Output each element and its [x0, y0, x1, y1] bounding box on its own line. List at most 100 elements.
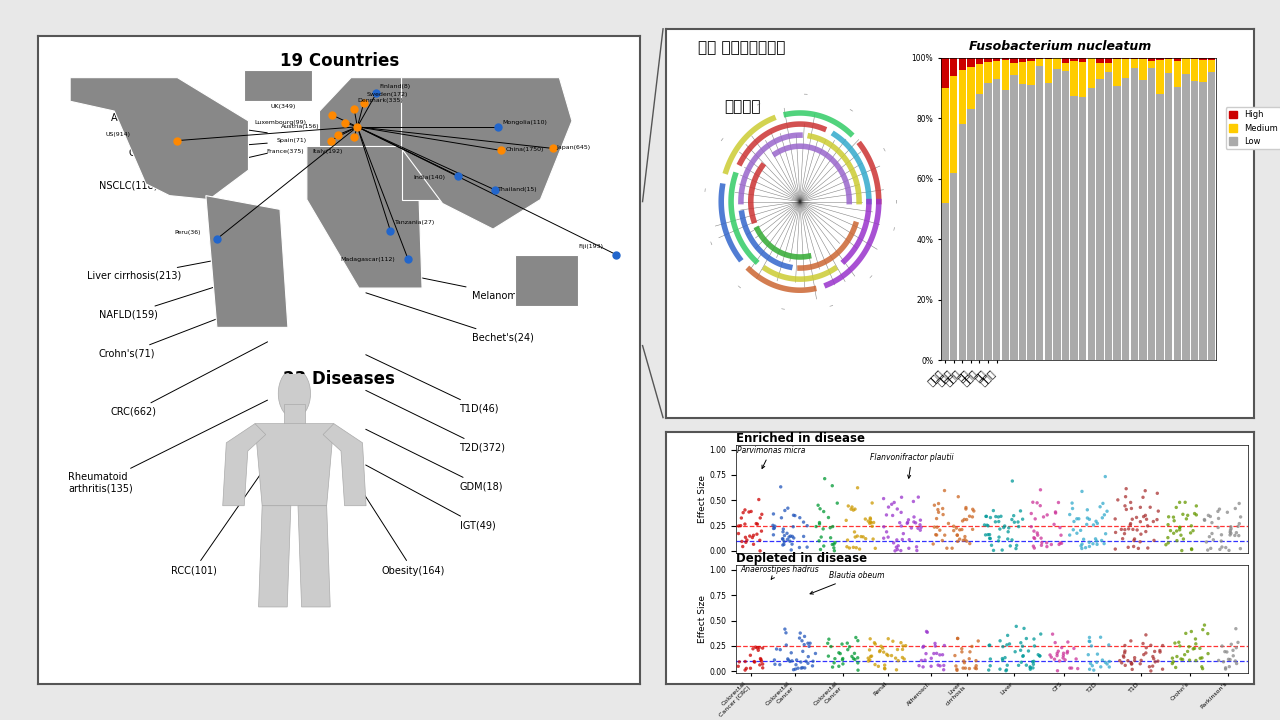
Text: GDM(18): GDM(18): [366, 429, 503, 491]
Point: [1083, 538, 1103, 549]
Point: [996, 665, 1016, 677]
Point: [977, 519, 997, 531]
Point: [959, 663, 979, 675]
Point: [1121, 658, 1142, 670]
Point: [1176, 513, 1197, 525]
Point: [818, 512, 838, 523]
Text: |: |: [883, 147, 886, 151]
Bar: [1130, 59, 1138, 68]
Point: [1120, 497, 1140, 508]
Point: [1179, 654, 1199, 666]
Point: [1117, 655, 1138, 667]
Point: [822, 662, 842, 673]
Point: [1115, 647, 1135, 659]
Point: [1082, 660, 1102, 672]
Point: [750, 659, 771, 670]
Text: |: |: [896, 199, 897, 204]
Point: [1106, 526, 1126, 538]
Point: [774, 505, 795, 516]
Point: [1083, 519, 1103, 531]
Point: [1221, 528, 1242, 539]
Point: [965, 662, 986, 674]
Point: [1164, 511, 1184, 523]
Point: [997, 639, 1018, 651]
Point: [1029, 650, 1050, 662]
Point: [956, 503, 977, 515]
Point: [846, 631, 867, 643]
Point: [983, 505, 1004, 516]
Point: [797, 541, 818, 553]
Point: [776, 627, 796, 639]
Point: [897, 516, 918, 528]
Point: [1094, 509, 1115, 521]
Point: [1230, 543, 1251, 554]
Text: Peru(36): Peru(36): [174, 230, 201, 235]
Point: [751, 654, 772, 665]
Point: [1085, 533, 1106, 544]
Point: [1002, 514, 1023, 526]
Point: [792, 662, 813, 673]
Bar: [1088, 89, 1094, 360]
Bar: [1036, 58, 1043, 66]
Point: [929, 649, 950, 661]
Polygon shape: [206, 196, 288, 328]
Point: [904, 511, 924, 523]
Point: [933, 664, 954, 675]
Point: [916, 626, 937, 637]
Point: [735, 504, 755, 516]
Polygon shape: [320, 78, 402, 148]
Point: [891, 492, 911, 503]
Point: [992, 653, 1012, 665]
Point: [852, 531, 873, 543]
Point: [928, 660, 948, 671]
Point: [1006, 621, 1027, 632]
Point: [1128, 543, 1148, 554]
Point: [1097, 505, 1117, 517]
Point: [792, 635, 813, 647]
Point: [1166, 651, 1187, 662]
Point: [1004, 516, 1024, 528]
Bar: [1079, 58, 1087, 62]
Point: [915, 654, 936, 666]
Point: [772, 533, 792, 544]
Point: [1023, 497, 1043, 508]
Text: Denmark(335): Denmark(335): [357, 98, 403, 103]
Bar: [1139, 81, 1147, 360]
Point: [1087, 657, 1107, 668]
Point: [925, 529, 946, 541]
Text: China(1750): China(1750): [506, 148, 544, 153]
Point: [1137, 513, 1157, 525]
Point: [1221, 523, 1242, 534]
Point: [1124, 535, 1144, 546]
Point: [1147, 487, 1167, 499]
Point: [959, 510, 979, 522]
Bar: [942, 203, 948, 360]
Point: [814, 540, 835, 552]
Point: [1071, 486, 1092, 498]
Text: Italy(192): Italy(192): [312, 149, 343, 154]
Point: [824, 536, 845, 548]
Point: [782, 539, 803, 550]
Point: [1037, 509, 1057, 521]
Point: [1087, 518, 1107, 529]
Point: [996, 664, 1016, 675]
Point: [955, 662, 975, 674]
Point: [979, 639, 1000, 651]
Point: [1050, 537, 1070, 549]
Text: |: |: [850, 108, 854, 112]
Point: [1057, 646, 1078, 657]
Point: [1079, 541, 1100, 552]
Point: [963, 511, 983, 523]
Point: [858, 516, 878, 527]
Point: [992, 544, 1012, 556]
Point: [783, 521, 804, 533]
Text: CVD(214): CVD(214): [128, 143, 268, 158]
Point: [851, 531, 872, 542]
Point: [928, 507, 948, 518]
Point: [899, 534, 919, 546]
Bar: [968, 67, 974, 109]
Point: [932, 535, 952, 546]
Point: [1185, 633, 1206, 644]
Point: [735, 531, 755, 543]
Point: [1009, 660, 1029, 671]
